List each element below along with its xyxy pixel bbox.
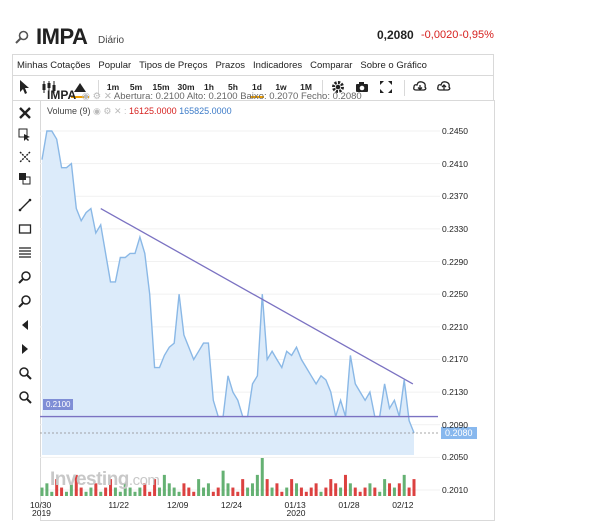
menu-minhas-cotacoes[interactable]: Minhas Cotações [17,59,91,71]
x-tick-label: 12/24 [220,500,243,510]
menu-comparar[interactable]: Comparar [310,59,353,71]
zoom-in-icon[interactable] [18,270,32,284]
legend-eye-icon[interactable]: ◉ ⚙ ✕ [81,91,112,102]
cursor-icon[interactable] [17,79,31,95]
symbol-title: IMPA [36,24,88,49]
legend-low: Baixo: 0.2070 [240,91,299,102]
cloud-upload-icon[interactable] [437,79,451,95]
x-tick-label: 12/09 [167,500,189,510]
legend-symbol: IMPA [47,88,77,102]
volume-eye-icon[interactable]: ◉ ⚙ ✕ : [93,106,127,116]
menu-popular[interactable]: Popular [98,59,132,71]
period-label: Diário [98,35,125,46]
magnet-icon[interactable] [18,150,32,164]
current-price-tag: 0.2080 [441,427,477,439]
timeframe-1d[interactable]: 1d [250,79,264,98]
chart-area[interactable] [40,100,495,521]
x-tick-label: 01/28 [338,500,360,510]
timeframe-5m[interactable]: 5m [129,82,143,92]
ohlc-legend: IMPA ◉ ⚙ ✕ Abertura: 0.2100 Alto: 0.2100… [47,88,362,102]
cloud-download-icon[interactable] [413,79,427,95]
price-change: -0,0020 [421,29,459,41]
y-tick-label: 0.2250 [442,289,468,300]
legend-close: Fecho: 0.2080 [300,91,362,102]
menu-indicadores[interactable]: Indicadores [253,59,303,71]
legend-high: Alto: 0.2100 [186,91,238,102]
timeframe-5h[interactable]: 5h [228,82,238,92]
rectangle-tool-icon[interactable] [18,222,32,236]
y-tick-label: 0.2010 [442,485,468,495]
crosshair-cursor-icon[interactable] [18,128,32,142]
y-tick-label: 0.2370 [442,191,468,202]
fibonacci-tool-icon[interactable] [18,246,32,260]
camera-icon[interactable] [355,79,369,95]
zoom-out-icon[interactable] [18,294,32,308]
x-tick-label: 02/12 [392,500,414,510]
candles-icon[interactable] [41,79,57,95]
y-tick-label: 0.2170 [442,354,468,365]
scroll-right-icon[interactable] [18,342,32,356]
x-tick-year: 2020 [286,508,306,518]
fullscreen-icon[interactable] [379,79,393,95]
scroll-left-icon[interactable] [18,318,32,332]
price-change-percent: -0,95% [459,29,494,41]
gear-icon[interactable] [331,79,345,95]
drawing-toolbar [12,100,41,520]
timeframe-30m[interactable]: 30m [177,82,195,92]
volume-value-2: 165825.0000 [179,106,232,116]
y-tick-label: 0.2450 [442,126,468,136]
y-tick-label: 0.2090 [442,419,468,430]
y-tick-label: 0.2330 [442,223,468,234]
volume-label: Volume (9) [47,106,91,116]
zoom-reset-icon[interactable] [18,366,32,380]
y-tick-label: 0.2210 [442,321,468,332]
area-chart-icon [74,83,86,92]
x-tick-year: 2019 [32,508,51,518]
timeframe-1M[interactable]: 1M [300,82,312,92]
timeframe-1m[interactable]: 1m [106,82,120,92]
y-tick-label: 0.2050 [442,452,468,463]
menu-tipos-de-precos[interactable]: Tipos de Preços [139,59,208,71]
menu-prazos[interactable]: Prazos [215,59,246,71]
toolbar: 1m 5m 15m 30m 1h 5h 1d 1w 1M [12,75,494,101]
chart-widget: IMPA Diário 0,2080 -0,0020 -0,95% Minhas… [12,22,495,522]
timeframe-1h[interactable]: 1h [204,82,214,92]
x-tick-label: 01/13 [284,500,306,510]
menu-sobre-o-grafico[interactable]: Sobre o Gráfico [360,59,427,71]
x-tick-label: 11/22 [108,500,129,510]
close-icon[interactable] [18,106,32,120]
area-chart-button[interactable] [71,79,89,98]
y-tick-label: 0.2290 [442,256,468,267]
x-tick-label: 10/30 [30,500,52,510]
search-icon[interactable] [15,30,29,44]
header: IMPA Diário 0,2080 -0,0020 -0,95% [12,22,494,52]
copy-icon[interactable] [18,172,32,186]
volume-legend: Volume (9) ◉ ⚙ ✕ : 16125.0000 165825.000… [47,106,232,117]
last-price: 0,2080 [377,28,414,42]
y-tick-label: 0.2130 [442,387,468,398]
trendline-tool-icon[interactable] [18,198,32,212]
level-price-tag: 0.2100 [43,399,74,410]
top-menu: Minhas Cotações Popular Tipos de Preços … [12,54,494,75]
legend-open: Abertura: 0.2100 [113,91,185,102]
y-tick-label: 0.2410 [442,158,468,169]
timeframe-15m[interactable]: 15m [152,82,170,92]
volume-value-1: 16125.0000 [129,106,177,116]
timeframe-1w[interactable]: 1w [275,82,287,92]
investing-logo: Investing.com [50,469,160,490]
zoom-fit-icon[interactable] [18,390,32,404]
